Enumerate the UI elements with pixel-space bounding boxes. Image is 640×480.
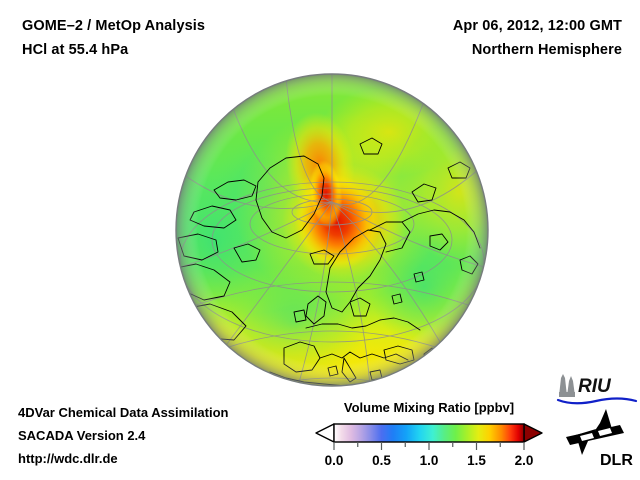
footer-left: 4DVar Chemical Data Assimilation SACADA … (18, 401, 229, 470)
footer-url[interactable]: http://wdc.dlr.de (18, 451, 118, 466)
colorbar-under-arrow (315, 423, 335, 443)
title-hemisphere: Northern Hemisphere (471, 42, 622, 58)
dlr-logo: DLR (566, 409, 633, 469)
colorbar-tick-1: 0.5 (372, 453, 391, 468)
colorbar-over-arrow (523, 423, 543, 443)
dlr-wordmark: DLR (600, 452, 633, 469)
title-datetime: Apr 06, 2012, 12:00 GMT (452, 18, 622, 34)
colorbar-tick-0: 0.0 (325, 453, 344, 468)
globe-map (174, 72, 490, 388)
title-species-level: HCl at 55.4 hPa (22, 42, 129, 58)
colorbar-gradient (334, 424, 524, 442)
colorbar-scale: 0.0 0.5 1.0 1.5 2.0 (315, 423, 543, 468)
riu-wordmark: RIU (578, 376, 612, 397)
header-left: GOME–2 / MetOp Analysis HCl at 55.4 hPa (22, 14, 205, 62)
globe-outline (175, 73, 489, 387)
colorbar-tick-3: 1.5 (467, 453, 486, 468)
colorbar-ticks (333, 442, 525, 450)
title-instrument: GOME–2 / MetOp Analysis (22, 18, 206, 34)
header-right: Apr 06, 2012, 12:00 GMT Northern Hemisph… (453, 14, 622, 62)
footer-version: SACADA Version 2.4 (18, 428, 146, 443)
colorbar: Volume Mixing Ratio [ppbv] (312, 400, 546, 470)
dlr-pinwheel-icon (566, 409, 624, 455)
colorbar-title: Volume Mixing Ratio [ppbv] (343, 400, 515, 415)
footer-method: 4DVar Chemical Data Assimilation (18, 405, 229, 420)
coast-arabia (415, 367, 447, 386)
riu-wave-icon (556, 397, 638, 405)
colorbar-tick-2: 1.0 (420, 453, 439, 468)
colorbar-tick-4: 2.0 (515, 453, 534, 468)
riu-towers-icon (559, 374, 575, 397)
orthographic-projection (175, 73, 489, 387)
riu-logo: RIU (556, 374, 638, 405)
colorbar-tick-labels: 0.0 0.5 1.0 1.5 2.0 (325, 453, 534, 468)
coast-central-asia (449, 371, 475, 386)
globe-limb-shading (176, 74, 488, 386)
